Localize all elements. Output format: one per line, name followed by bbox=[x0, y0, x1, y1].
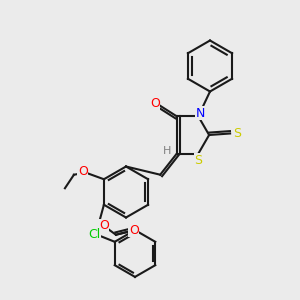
Text: O: O bbox=[129, 224, 139, 237]
Text: O: O bbox=[99, 219, 109, 232]
Text: S: S bbox=[233, 127, 241, 140]
Text: H: H bbox=[163, 146, 171, 156]
Text: O: O bbox=[150, 97, 160, 110]
Text: S: S bbox=[194, 154, 202, 167]
Text: N: N bbox=[196, 107, 206, 120]
Text: O: O bbox=[78, 165, 88, 178]
Text: Cl: Cl bbox=[88, 227, 101, 241]
